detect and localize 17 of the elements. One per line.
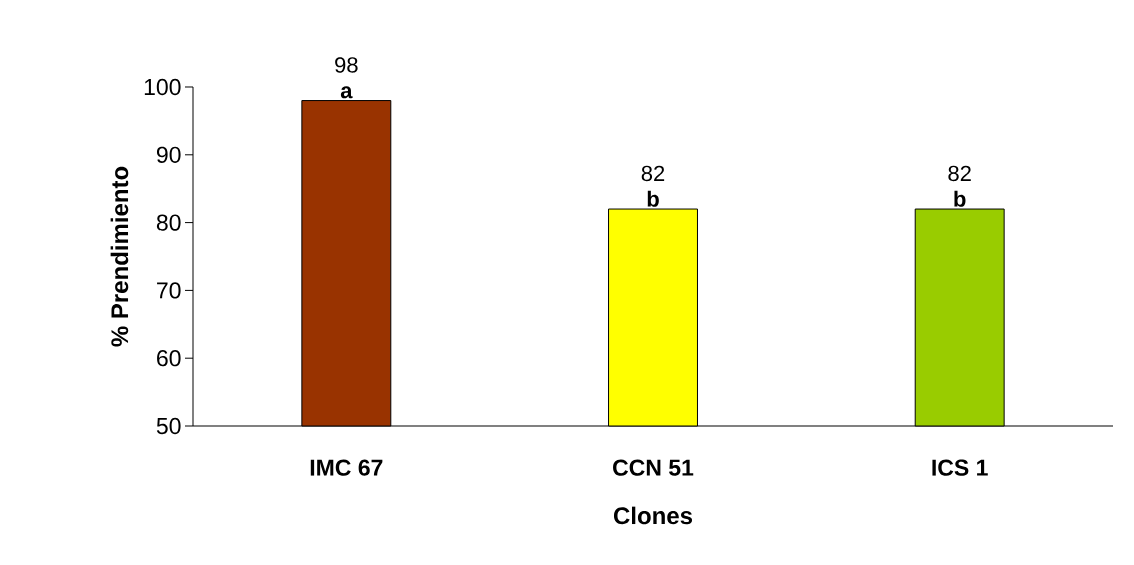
y-tick-label: 50 [156,417,181,435]
x-tick-label: ICS 1 [932,459,988,476]
y-axis-title: % Prendimiento [110,166,129,347]
y-tick-label: 90 [156,146,181,163]
y-tick-label: 80 [156,214,181,231]
data-label: 98 [335,57,358,73]
annotation: b [647,190,659,207]
y-tick-label: 70 [157,282,181,299]
data-label: 82 [948,165,971,182]
annotation: b [954,190,966,207]
y-tick-label: 60 [157,350,181,367]
y-tick-label: 100 [144,78,181,96]
data-label: 82 [641,165,665,182]
x-axis-title: Clones [613,506,693,525]
annotation: a [340,86,353,99]
x-tick-label: IMC 67 [310,459,383,476]
x-tick-label: CCN 51 [613,459,694,476]
